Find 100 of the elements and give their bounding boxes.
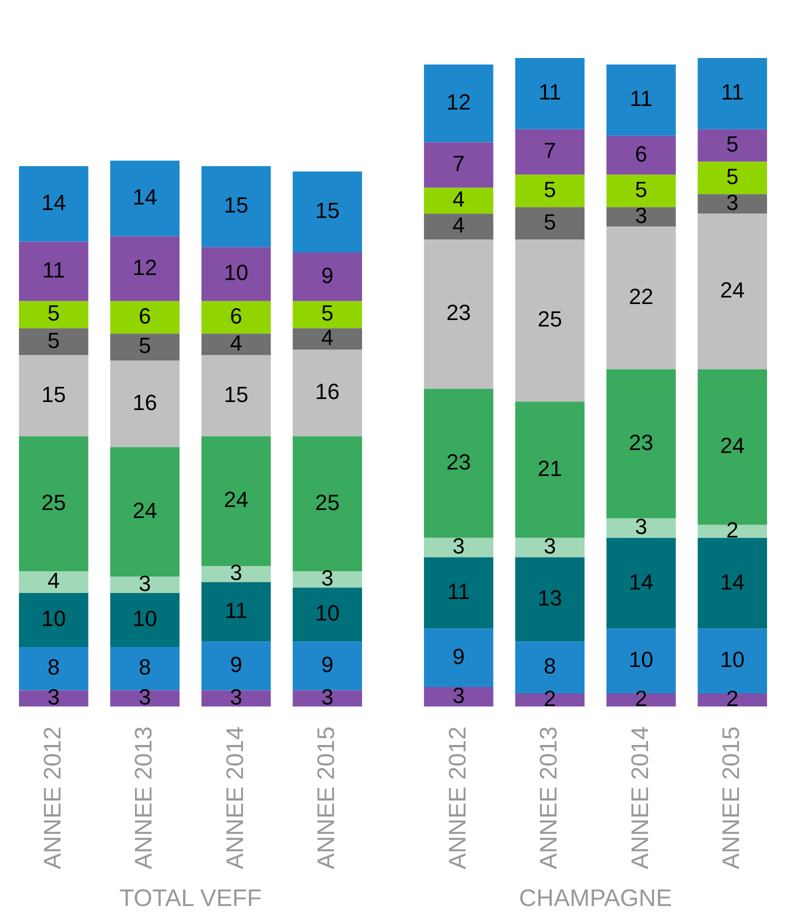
data-label: 5: [635, 176, 648, 202]
data-label: 3: [48, 684, 60, 710]
bar: [18, 592, 88, 648]
data-label: 16: [315, 379, 340, 404]
data-label: 22: [628, 284, 654, 309]
bar: [292, 252, 362, 302]
bar: [424, 388, 494, 538]
data-label: 9: [321, 652, 334, 677]
bar: [515, 402, 585, 538]
bar: [18, 647, 88, 690]
bar: [515, 538, 585, 558]
bar: [292, 328, 362, 350]
data-label: 2: [726, 686, 738, 712]
data-label: 4: [321, 325, 334, 350]
data-label: 12: [446, 89, 471, 114]
data-label: 23: [446, 300, 471, 326]
bar: [201, 566, 271, 582]
x-axis-title: TOTAL VEFF: [119, 885, 262, 912]
data-label: 3: [635, 202, 648, 228]
bar: [698, 129, 768, 162]
data-label: 25: [315, 490, 340, 515]
data-label: 6: [635, 141, 648, 166]
data-label: 10: [132, 606, 158, 632]
bar: [515, 174, 585, 208]
bar: [515, 557, 585, 642]
data-label: 14: [41, 190, 66, 215]
bar: [424, 188, 494, 214]
data-label: 3: [230, 684, 242, 710]
data-label: 3: [452, 682, 465, 708]
bar: [110, 360, 180, 448]
data-label: 24: [224, 487, 248, 512]
bar: [292, 171, 362, 253]
data-label: 3: [138, 570, 151, 596]
bar: [292, 588, 362, 642]
x-tick-label: ANNEE 2015: [313, 726, 340, 870]
bar: [201, 582, 271, 642]
x-tick-label: ANNEE 2012: [39, 726, 66, 870]
bar: [515, 207, 585, 240]
x-tick-label: ANNEE 2013: [130, 726, 158, 870]
bar: [18, 690, 88, 706]
data-label: 13: [538, 586, 562, 611]
bar: [110, 447, 180, 577]
bar: [606, 538, 676, 629]
bar: [606, 207, 676, 227]
data-label: 15: [315, 198, 340, 224]
data-label: 6: [230, 303, 242, 328]
data-label: 3: [726, 190, 738, 215]
bar: [515, 58, 585, 130]
data-label: 2: [726, 517, 738, 542]
data-label: 2: [635, 686, 648, 712]
x-tick-label: ANNEE 2014: [626, 726, 654, 870]
bar: [110, 236, 180, 302]
bar: [515, 129, 585, 175]
data-label: 16: [132, 390, 158, 415]
data-label: 24: [720, 433, 745, 458]
data-label: 25: [41, 490, 66, 515]
bar: [18, 301, 88, 328]
data-label: 3: [138, 684, 151, 710]
data-label: 11: [630, 86, 653, 112]
bar: [698, 538, 768, 629]
data-label: 4: [48, 568, 60, 594]
data-label: 25: [538, 306, 562, 332]
bar: [110, 647, 180, 690]
data-label: 3: [452, 534, 465, 559]
bar: [698, 214, 768, 370]
bar: [18, 166, 88, 242]
data-label: 14: [628, 569, 654, 594]
bar: [201, 166, 271, 248]
data-label: 10: [720, 647, 745, 672]
data-label: 4: [452, 186, 465, 212]
bar: [292, 571, 362, 588]
data-label: 6: [138, 303, 151, 328]
bar: [18, 328, 88, 356]
data-label: 5: [138, 333, 151, 358]
data-label: 10: [224, 260, 248, 286]
bar: [18, 355, 88, 436]
data-label: 5: [726, 164, 738, 190]
bar: [424, 687, 494, 706]
data-label: 5: [544, 176, 556, 202]
data-label: 3: [321, 566, 334, 591]
data-label: 3: [635, 514, 648, 540]
bar: [110, 334, 180, 361]
bar: [698, 194, 768, 214]
data-label: 7: [452, 151, 465, 176]
bar: [515, 240, 585, 402]
bar: [201, 247, 271, 302]
bar: [201, 690, 271, 706]
data-label: 23: [628, 430, 654, 455]
bar: [606, 64, 676, 136]
bar: [201, 301, 271, 334]
data-label: 12: [132, 254, 158, 280]
data-label: 8: [544, 654, 556, 679]
bar: [698, 58, 768, 130]
data-label: 2: [544, 686, 556, 712]
data-label: 5: [48, 328, 60, 353]
data-label: 8: [48, 654, 60, 680]
bar: [110, 690, 180, 706]
data-label: 11: [538, 80, 562, 105]
data-label: 9: [452, 644, 465, 669]
bar: [424, 557, 494, 629]
